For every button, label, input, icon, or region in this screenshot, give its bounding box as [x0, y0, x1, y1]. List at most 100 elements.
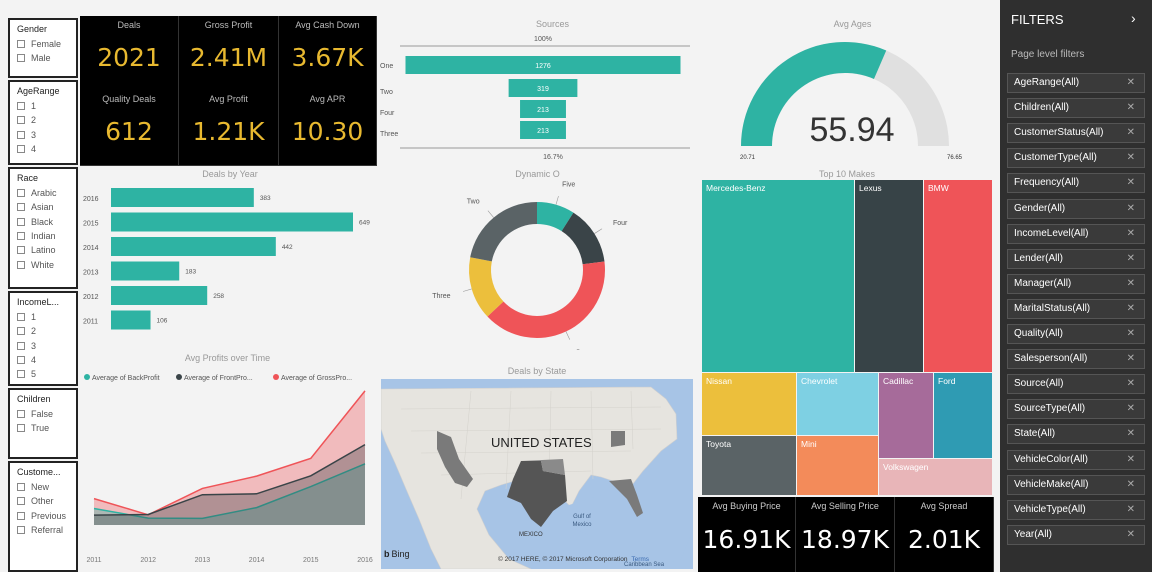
treemap-tile[interactable]: Volkswagen: [879, 459, 992, 495]
checkbox-icon[interactable]: [17, 145, 25, 154]
checkbox-icon[interactable]: [17, 341, 25, 350]
avg-ages-gauge[interactable]: 55.94 20.71 76.65: [735, 30, 970, 165]
filter-chip[interactable]: Source(All) ✕: [1007, 374, 1145, 395]
filter-chip[interactable]: Lender(All) ✕: [1007, 248, 1145, 269]
checkbox-icon[interactable]: [17, 370, 25, 379]
sources-funnel-chart[interactable]: 100% 1276 One 319 Two 213 Four 213 Three 16.7%: [378, 30, 698, 165]
slicer-option[interactable]: Arabic: [17, 186, 69, 200]
treemap-tile[interactable]: Ford: [934, 373, 992, 458]
slicer-option[interactable]: New: [17, 480, 69, 494]
slicer-option[interactable]: False: [17, 407, 69, 421]
checkbox-icon[interactable]: [17, 410, 25, 419]
checkbox-icon[interactable]: [17, 424, 25, 433]
close-icon[interactable]: ✕: [1126, 428, 1135, 440]
treemap-tile[interactable]: Cadillac: [879, 373, 933, 458]
top10-treemap[interactable]: Mercedes-Benz Lexus BMW Nissan Chevrolet Cadi…: [702, 180, 992, 495]
checkbox-icon[interactable]: [17, 497, 25, 506]
close-icon[interactable]: ✕: [1126, 478, 1135, 490]
close-icon[interactable]: ✕: [1126, 152, 1135, 164]
checkbox-icon[interactable]: [17, 130, 25, 139]
filter-chip[interactable]: Year(All) ✕: [1007, 524, 1145, 545]
checkbox-icon[interactable]: [17, 260, 25, 269]
close-icon[interactable]: ✕: [1126, 252, 1135, 264]
profits-area-chart[interactable]: Average of BackProfit Average of FrontPro…: [82, 365, 374, 570]
deals-by-state-map[interactable]: UNITED STATES MEXICO Gulf of Mexico Cari…: [381, 379, 693, 569]
checkbox-icon[interactable]: [17, 511, 25, 520]
filter-chip[interactable]: Salesperson(All) ✕: [1007, 349, 1145, 370]
close-icon[interactable]: ✕: [1126, 302, 1135, 314]
filter-chip[interactable]: Manager(All) ✕: [1007, 273, 1145, 294]
treemap-tile[interactable]: Nissan: [702, 373, 796, 435]
filter-chip[interactable]: Gender(All) ✕: [1007, 198, 1145, 219]
checkbox-icon[interactable]: [17, 189, 25, 198]
checkbox-icon[interactable]: [17, 40, 25, 49]
checkbox-icon[interactable]: [17, 356, 25, 365]
slicer-option[interactable]: 2: [17, 324, 69, 338]
slicer-option[interactable]: True: [17, 421, 69, 435]
checkbox-icon[interactable]: [17, 217, 25, 226]
slicer-option[interactable]: 3: [17, 128, 69, 142]
filter-chip[interactable]: VehicleType(All) ✕: [1007, 499, 1145, 520]
filter-chip[interactable]: Quality(All) ✕: [1007, 324, 1145, 344]
close-icon[interactable]: ✕: [1126, 102, 1135, 114]
slicer-option[interactable]: 1: [17, 310, 69, 324]
filter-chip[interactable]: State(All) ✕: [1007, 424, 1145, 445]
slicer-option[interactable]: Latino: [17, 243, 69, 257]
filter-chip[interactable]: VehicleMake(All) ✕: [1007, 474, 1145, 495]
filter-chip[interactable]: IncomeLevel(All) ✕: [1007, 223, 1145, 244]
close-icon[interactable]: ✕: [1126, 77, 1135, 88]
slicer-option[interactable]: 2: [17, 113, 69, 127]
slicer-option[interactable]: Male: [17, 51, 69, 65]
checkbox-icon[interactable]: [17, 102, 25, 111]
close-icon[interactable]: ✕: [1126, 202, 1135, 214]
checkbox-icon[interactable]: [17, 327, 25, 336]
filter-chip[interactable]: Children(All) ✕: [1007, 98, 1145, 119]
treemap-tile[interactable]: BMW: [924, 180, 992, 372]
close-icon[interactable]: ✕: [1126, 277, 1135, 289]
treemap-tile[interactable]: Lexus: [855, 180, 923, 372]
filter-chip[interactable]: VehicleColor(All) ✕: [1007, 449, 1145, 470]
slicer-option[interactable]: 1: [17, 99, 69, 113]
close-icon[interactable]: ✕: [1126, 453, 1135, 465]
slicer-option[interactable]: White: [17, 257, 69, 271]
close-icon[interactable]: ✕: [1126, 127, 1135, 139]
checkbox-icon[interactable]: [17, 203, 25, 212]
close-icon[interactable]: ✕: [1126, 177, 1135, 189]
dynamic-o-donut-chart[interactable]: Five Four One Three Two: [415, 180, 660, 350]
deals-by-year-chart[interactable]: 2016 383 2015 649 2014 442 2013 183 2012 258 2011 1…: [80, 182, 380, 332]
close-icon[interactable]: ✕: [1126, 378, 1135, 390]
filter-chip[interactable]: CustomerType(All) ✕: [1007, 148, 1145, 169]
filter-chip[interactable]: Frequency(All) ✕: [1007, 173, 1145, 194]
collapse-chevron-icon[interactable]: ›: [1131, 10, 1136, 26]
slicer-option[interactable]: Black: [17, 215, 69, 229]
filter-chip[interactable]: MaritalStatus(All) ✕: [1007, 298, 1145, 319]
slicer-option[interactable]: Previous: [17, 509, 69, 523]
slicer-option[interactable]: Referral: [17, 523, 69, 537]
checkbox-icon[interactable]: [17, 232, 25, 241]
slicer-option[interactable]: Other: [17, 494, 69, 508]
treemap-tile[interactable]: Mercedes-Benz: [702, 180, 854, 372]
slicer-option[interactable]: 3: [17, 339, 69, 353]
checkbox-icon[interactable]: [17, 54, 25, 63]
checkbox-icon[interactable]: [17, 246, 25, 255]
filter-chip[interactable]: CustomerStatus(All) ✕: [1007, 123, 1145, 144]
slicer-option[interactable]: Female: [17, 37, 69, 51]
filter-chip[interactable]: AgeRange(All) ✕: [1007, 73, 1145, 93]
slicer-option[interactable]: 5: [17, 367, 69, 381]
filter-chip[interactable]: SourceType(All) ✕: [1007, 399, 1145, 420]
slicer-option[interactable]: 4: [17, 142, 69, 156]
slicer-option[interactable]: Indian: [17, 229, 69, 243]
treemap-tile[interactable]: Toyota: [702, 436, 796, 495]
treemap-tile[interactable]: Chevrolet: [797, 373, 878, 435]
slicer-option[interactable]: 4: [17, 353, 69, 367]
close-icon[interactable]: ✕: [1126, 353, 1135, 365]
close-icon[interactable]: ✕: [1126, 403, 1135, 415]
slicer-option[interactable]: Asian: [17, 200, 69, 214]
close-icon[interactable]: ✕: [1126, 227, 1135, 239]
checkbox-icon[interactable]: [17, 483, 25, 492]
treemap-tile[interactable]: Mini: [797, 436, 878, 495]
checkbox-icon[interactable]: [17, 526, 25, 535]
close-icon[interactable]: ✕: [1126, 528, 1135, 540]
terms-link[interactable]: Terms: [631, 556, 650, 563]
checkbox-icon[interactable]: [17, 116, 25, 125]
